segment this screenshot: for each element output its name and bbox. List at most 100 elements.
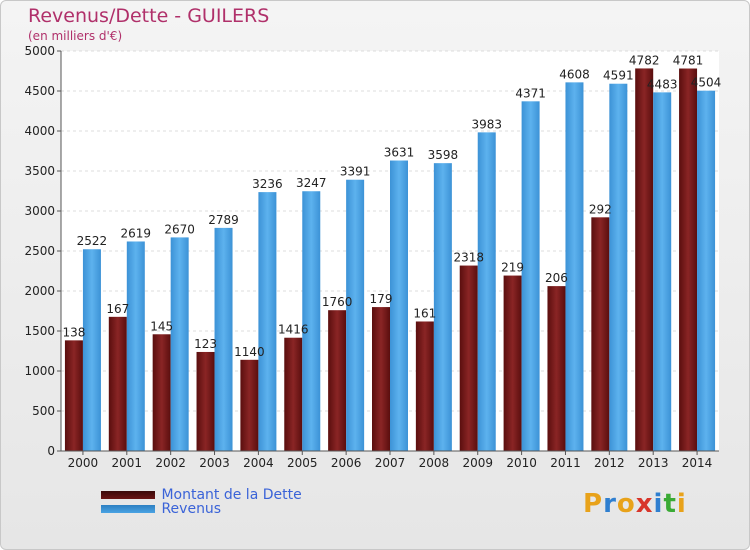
data-label-dette: 167	[106, 302, 129, 316]
logo-letter: t	[663, 489, 677, 519]
legend-swatch-revenus	[101, 505, 155, 513]
data-label-dette: 2318	[453, 251, 484, 265]
x-tick-label: 2003	[199, 456, 230, 470]
data-label-dette: 219	[501, 261, 524, 275]
bar-revenus	[390, 160, 408, 451]
bar-revenus	[565, 82, 584, 452]
data-label-dette: 145	[150, 319, 173, 333]
data-label-dette: 138	[62, 325, 85, 339]
data-label-dette: 1140	[234, 345, 265, 359]
y-tick-label: 3000	[24, 204, 55, 218]
data-label-revenus: 4504	[691, 76, 722, 90]
logo-letter: o	[616, 489, 636, 519]
bar-revenus	[477, 132, 496, 452]
logo-letter: i	[676, 489, 687, 519]
bar-revenus	[170, 237, 189, 451]
y-tick-label: 1500	[24, 324, 55, 338]
x-tick-label: 2001	[112, 456, 143, 470]
bar-revenus	[346, 179, 365, 451]
bar-dette	[679, 68, 698, 452]
x-tick-label: 2002	[155, 456, 186, 470]
legend-item-revenus: Revenus	[101, 501, 221, 517]
bar-revenus	[609, 83, 628, 451]
bar-dette	[415, 321, 434, 451]
bar-dette	[591, 217, 610, 451]
y-tick-label: 0	[47, 444, 55, 458]
data-label-revenus: 4608	[559, 67, 590, 81]
data-label-revenus: 2670	[164, 222, 195, 236]
data-label-dette: 4781	[673, 54, 704, 68]
chart-title: Revenus/Dette - GUILERS	[28, 5, 270, 27]
data-label-dette: 206	[545, 271, 568, 285]
x-tick-label: 2012	[594, 456, 625, 470]
bar-dette	[240, 359, 259, 451]
x-tick-label: 2006	[331, 456, 362, 470]
y-tick-label: 3500	[24, 164, 55, 178]
y-tick-label: 2000	[24, 284, 55, 298]
data-label-revenus: 2619	[121, 226, 152, 240]
x-tick-label: 2000	[68, 456, 99, 470]
y-tick-label: 4500	[24, 84, 55, 98]
bar-dette	[152, 334, 171, 451]
bar-dette	[547, 286, 566, 451]
x-tick-label: 2008	[419, 456, 450, 470]
bar-dette	[503, 275, 522, 451]
data-label-revenus: 4371	[515, 86, 546, 100]
x-tick-label: 2005	[287, 456, 318, 470]
x-tick-label: 2013	[638, 456, 669, 470]
data-label-revenus: 3236	[252, 177, 283, 191]
logo-letter: P	[583, 489, 604, 519]
data-label-revenus: 3631	[384, 146, 415, 160]
bar-dette	[64, 340, 83, 451]
data-label-dette: 179	[370, 292, 393, 306]
data-label-dette: 4782	[629, 53, 660, 67]
y-tick-label: 500	[32, 404, 55, 418]
bar-dette	[459, 265, 478, 451]
data-label-revenus: 3598	[428, 148, 459, 162]
bar-revenus	[82, 249, 101, 451]
y-tick-label: 5000	[24, 44, 55, 58]
chart-subtitle: (en milliers d'€)	[28, 29, 123, 43]
bar-dette	[284, 337, 303, 451]
axes: 0 500 1000 1500 2000 2500 3000 3500 4000 4500 5000…	[24, 44, 719, 470]
data-label-revenus: 2789	[208, 213, 239, 227]
bar-dette	[108, 316, 127, 451]
x-tick-label: 2014	[682, 456, 713, 470]
legend-label-revenus: Revenus	[161, 501, 222, 517]
data-label-revenus: 2522	[77, 234, 108, 248]
bar-dette	[196, 351, 215, 451]
bar-dette	[328, 310, 347, 451]
y-tick-label: 1000	[24, 364, 55, 378]
bar-revenus	[433, 163, 452, 451]
data-label-dette: 1416	[278, 323, 309, 337]
logo-letter: r	[603, 489, 617, 519]
y-tick-label: 4000	[24, 124, 55, 138]
proxiti-logo: Proxiti	[583, 489, 687, 519]
data-label-revenus: 4483	[647, 77, 678, 91]
data-label-revenus: 3247	[296, 176, 327, 190]
x-tick-label: 2009	[462, 456, 493, 470]
data-labels: 138 2522 167 2619 145 2670 123 2789 1140 3236 1416…	[62, 53, 721, 358]
bar-revenus	[126, 241, 145, 451]
legend-label-debt: Montant de la Dette	[161, 487, 302, 503]
x-tick-label: 2004	[243, 456, 274, 470]
data-label-revenus: 3391	[340, 165, 371, 179]
x-tick-label: 2010	[506, 456, 537, 470]
x-tick-label: 2007	[375, 456, 406, 470]
data-label-dette: 123	[194, 337, 217, 351]
y-tick-label: 2500	[24, 244, 55, 258]
bar-revenus	[214, 227, 233, 451]
data-label-dette: 1760	[322, 295, 353, 309]
bar-dette	[635, 68, 654, 451]
bar-revenus	[302, 191, 321, 452]
bar-revenus	[258, 192, 277, 451]
bar-dette	[372, 307, 390, 451]
bar-revenus	[697, 90, 716, 452]
bar-revenus	[653, 92, 672, 452]
data-label-revenus: 4591	[603, 69, 634, 83]
logo-letter: i	[653, 489, 664, 519]
x-tick-label: 2011	[550, 456, 581, 470]
data-label-dette: 292	[589, 202, 612, 216]
